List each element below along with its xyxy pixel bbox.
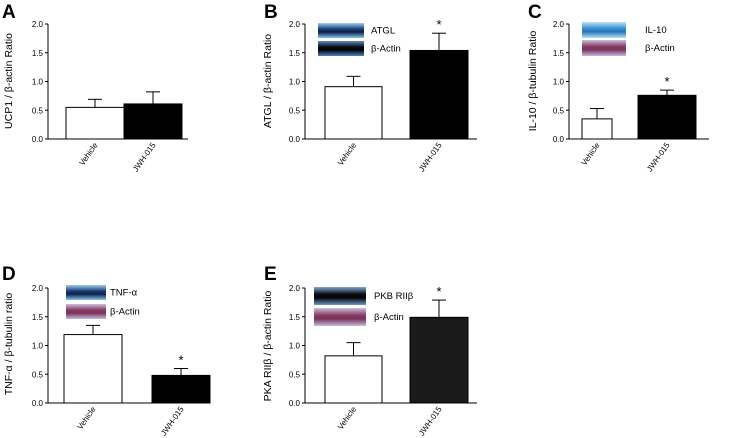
panel-b-ytick-label: 0.5: [289, 106, 301, 115]
panel-a-ytick-label: 2.0: [32, 20, 44, 29]
panel-b-ytick-label: 1.5: [289, 49, 301, 58]
panel-b-ytick-label: 1.0: [289, 78, 301, 87]
panel-e-category-label: Vehicle: [336, 405, 358, 432]
panel-a-letter: A: [2, 2, 16, 23]
panel-b-bar-vehicle: [324, 86, 383, 140]
panel-d-ytick-label: 1.0: [32, 342, 44, 351]
panel-e-blot-label: PKB RIIβ: [374, 291, 414, 302]
panel-d-blot-label: β-Actin: [110, 307, 140, 318]
panel-d-ytick-label: 0.5: [32, 370, 44, 379]
panel-c-ytick-label: 1.0: [553, 78, 565, 87]
panel-c-blot-band-1: [582, 40, 626, 56]
panel-a-ylabel: UCP1 / β-actin Ratio: [3, 33, 15, 129]
panel-c-ylabel: IL-10 / β-tubulin Ratio: [527, 31, 539, 132]
panel-c-category-label: JWH-015: [645, 141, 672, 174]
panel-b-category-label: JWH-015: [417, 141, 444, 174]
panel-a-bar-vehicle: [65, 106, 125, 140]
panel-d-bar-vehicle: [63, 334, 123, 404]
panel-b-blot-band-1: [318, 41, 364, 56]
panel-c-category-label: Vehicle: [579, 141, 601, 168]
panel-b-bar-jwh-015: [409, 49, 469, 140]
panel-e-ytick-label: 1.0: [289, 342, 301, 351]
panel-c-letter: C: [528, 2, 542, 23]
panel-b-significance-star: *: [436, 17, 441, 32]
panel-e-ylabel: PKA RIIβ / β-actin Ratio: [262, 290, 274, 401]
panel-e-blot-label: β-Actin: [374, 312, 404, 323]
panel-a-ytick-label: 1.0: [32, 78, 44, 87]
panel-d-ytick-label: 0.0: [32, 399, 44, 408]
panel-e-ytick-label: 1.5: [289, 313, 301, 322]
panel-d-category-label: Vehicle: [75, 405, 97, 432]
panel-c-ytick-label: 0.0: [553, 135, 565, 144]
panel-b-letter: B: [264, 2, 278, 23]
panel-e-significance-star: *: [436, 284, 441, 299]
panel-d-category-label: JWH-015: [159, 405, 186, 438]
panel-c-blot-label: IL-10: [645, 25, 667, 36]
panel-e-ytick-label: 0.0: [289, 399, 301, 408]
panel-c-bar-vehicle: [581, 118, 613, 140]
panel-b-blot-band-0: [318, 23, 364, 38]
panel-e-bar-jwh-015: [409, 316, 469, 404]
panel-c-ytick-label: 1.5: [553, 49, 565, 58]
panel-c-ytick-label: 2.0: [553, 20, 565, 29]
panel-a-ytick-label: 1.5: [32, 49, 44, 58]
panel-e-category-label: JWH-015: [417, 405, 444, 438]
panel-e-ytick-label: 0.5: [289, 370, 301, 379]
panel-c-blot-band-0: [582, 22, 626, 38]
panel-b-ytick-label: 0.0: [289, 135, 301, 144]
panel-a-ytick-label: 0.0: [32, 135, 44, 144]
panel-c-bar-jwh-015: [637, 94, 697, 140]
panel-e-letter: E: [264, 264, 277, 285]
panel-d-blot-band-1: [66, 304, 106, 319]
panel-a-bar-jwh-015: [123, 103, 183, 140]
panel-b-blot-label: β-Actin: [371, 44, 401, 55]
panel-d-ylabel: TNF-α / β-tubulin ratio: [3, 293, 15, 396]
panel-a-category-label: Vehicle: [77, 141, 99, 168]
panel-b-ylabel: ATGL / β-actin Ratio: [262, 34, 274, 128]
panel-e-bar-vehicle: [324, 355, 383, 404]
panel-e-blot-band-0: [314, 287, 366, 305]
panel-e-blot-band-1: [314, 308, 366, 326]
panel-d-blot-label: TNF-α: [110, 288, 138, 299]
panel-a-category-label: JWH-015: [131, 141, 158, 174]
panel-a-ytick-label: 0.5: [32, 106, 44, 115]
panel-b-ytick-label: 2.0: [289, 20, 301, 29]
panel-b-blot-label: ATGL: [371, 26, 395, 37]
panel-e-ytick-label: 2.0: [289, 284, 301, 293]
panel-d-ytick-label: 1.5: [32, 313, 44, 322]
panel-d-bar-jwh-015: [151, 374, 211, 404]
panel-d-significance-star: *: [178, 353, 183, 368]
panel-c-blot-label: β-Actin: [645, 43, 675, 54]
panel-c-ytick-label: 0.5: [553, 106, 565, 115]
panel-d-ytick-label: 2.0: [32, 284, 44, 293]
panel-b-category-label: Vehicle: [336, 141, 358, 168]
panel-d-blot-band-0: [66, 285, 106, 300]
panel-d-letter: D: [2, 264, 16, 285]
panel-c-significance-star: *: [664, 74, 669, 89]
